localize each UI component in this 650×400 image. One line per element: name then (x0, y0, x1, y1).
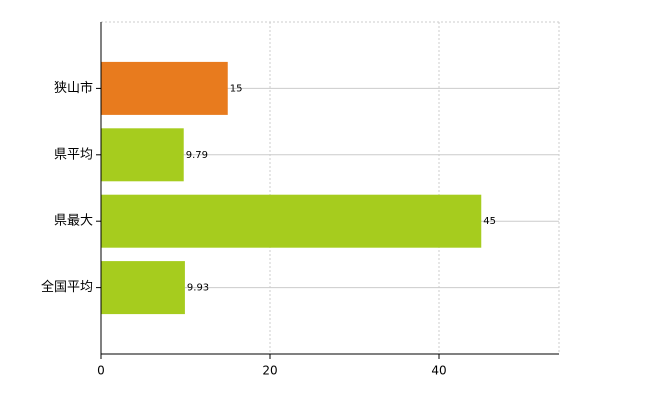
value-label: 15 (230, 83, 243, 94)
value-label: 9.93 (187, 283, 209, 294)
value-label: 9.79 (186, 150, 208, 161)
y-tick-label: 県平均 (54, 147, 93, 162)
bar (101, 194, 482, 248)
x-tick-label: 40 (431, 364, 446, 378)
bar (101, 261, 185, 315)
x-tick-label: 0 (97, 364, 105, 378)
y-tick-label: 全国平均 (41, 279, 93, 295)
x-tick-label: 20 (262, 364, 277, 378)
bar (101, 61, 228, 115)
bar (101, 128, 184, 182)
value-label: 45 (483, 216, 496, 227)
y-tick-label: 狭山市 (54, 80, 93, 96)
y-tick-label: 県最大 (54, 214, 93, 229)
